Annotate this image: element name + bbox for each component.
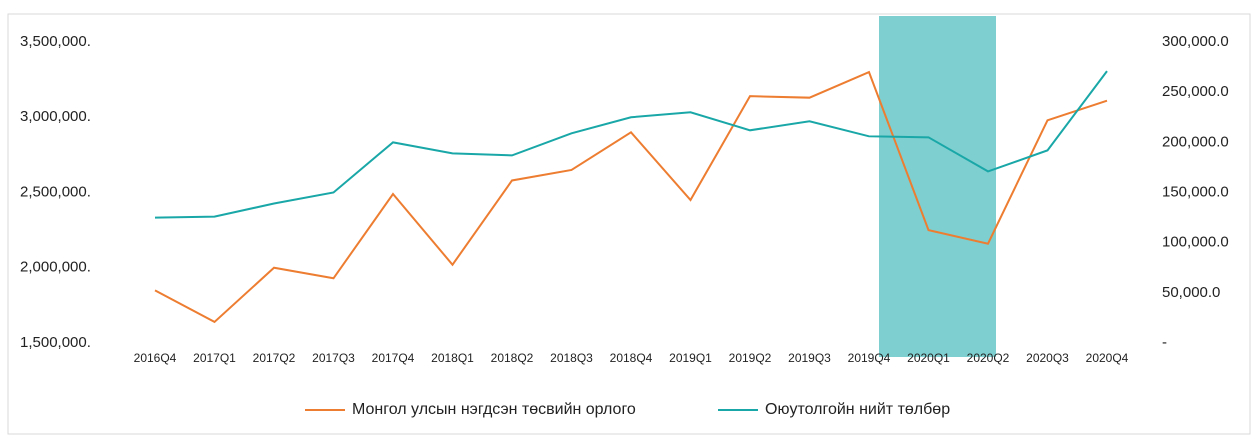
y-tick-label: 3,000,000. [20, 108, 91, 125]
x-tick-label: 2019Q4 [848, 351, 891, 365]
x-tick-label: 2017Q2 [253, 351, 296, 365]
x-tick-label: 2020Q1 [907, 351, 950, 365]
x-tick-label: 2019Q2 [729, 351, 772, 365]
x-tick-label: 2019Q3 [788, 351, 831, 365]
x-tick-label: 2018Q2 [491, 351, 534, 365]
legend-label: Монгол улсын нэгдсэн төсвийн орлого [352, 401, 636, 418]
y-tick-label: 3,500,000. [20, 33, 91, 50]
y2-tick-label: 250,000.0 [1162, 83, 1229, 100]
series-line [154, 70, 1108, 219]
legend-label: Оюутолгойн нийт төлбөр [765, 401, 950, 418]
y2-tick-label: 200,000.0 [1162, 133, 1229, 150]
y2-tick-label: 150,000.0 [1162, 183, 1229, 200]
y2-tick-label: 50,000.0 [1162, 284, 1220, 301]
series-line [154, 70, 1108, 324]
x-tick-label: 2020Q2 [967, 351, 1010, 365]
x-tick-label: 2017Q3 [312, 351, 355, 365]
y-tick-label: 1,500,000. [20, 334, 91, 351]
chart-frame [7, 13, 1251, 435]
x-tick-label: 2019Q1 [669, 351, 712, 365]
highlight-band [879, 16, 996, 357]
y2-tick-label: 100,000.0 [1162, 234, 1229, 251]
x-tick-label: 2018Q4 [610, 351, 653, 365]
x-tick-label: 2020Q3 [1026, 351, 1069, 365]
x-tick-label: 2018Q1 [431, 351, 474, 365]
x-tick-label: 2017Q1 [193, 351, 236, 365]
y2-tick-label: 300,000.0 [1162, 33, 1229, 50]
y2-tick-label: - [1162, 334, 1167, 351]
x-tick-label: 2017Q4 [372, 351, 415, 365]
x-tick-label: 2018Q3 [550, 351, 593, 365]
x-tick-label: 2016Q4 [134, 351, 177, 365]
y-tick-label: 2,000,000. [20, 259, 91, 276]
x-tick-label: 2020Q4 [1086, 351, 1129, 365]
y-tick-label: 2,500,000. [20, 183, 91, 200]
